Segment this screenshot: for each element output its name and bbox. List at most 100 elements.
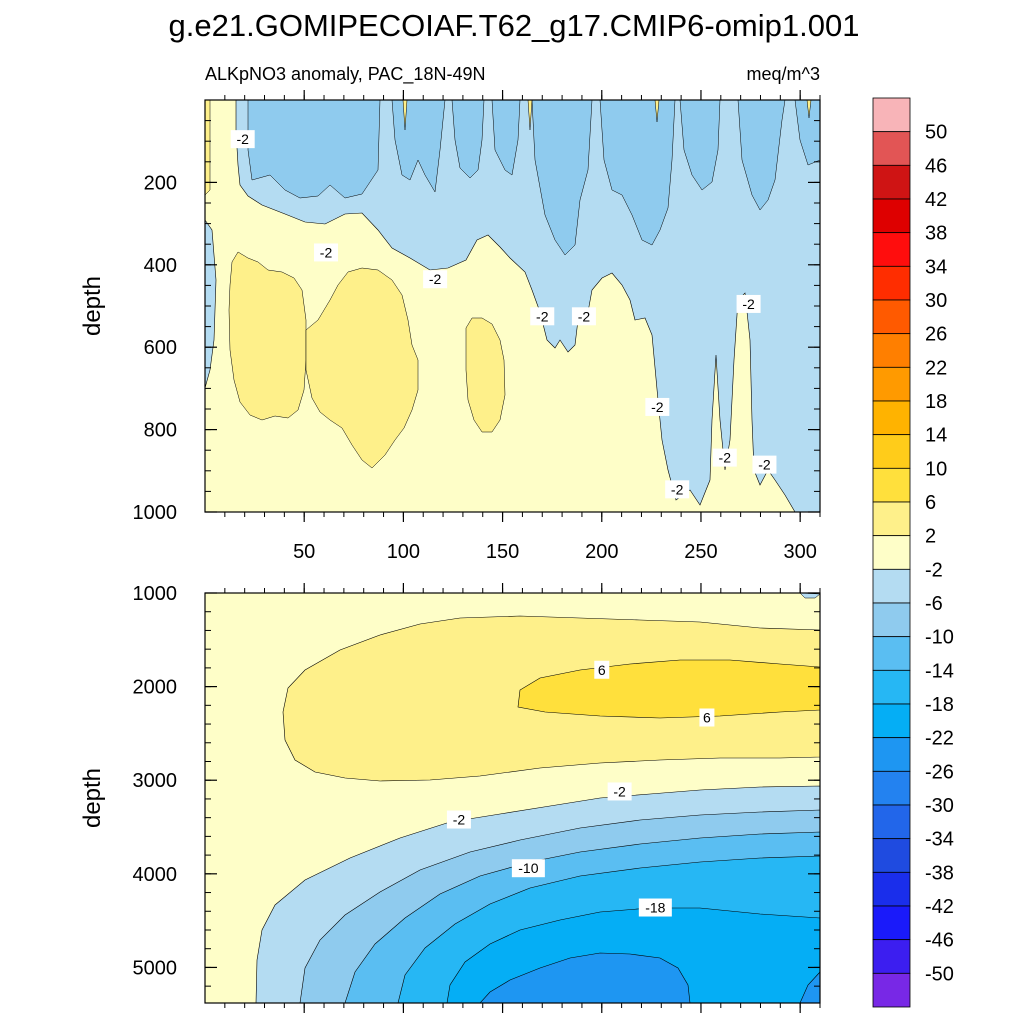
colorbar-label: 46 (925, 155, 947, 177)
colorbar-label: -22 (925, 728, 954, 750)
contour-label: -2 (423, 270, 448, 289)
top-contour-labels: -2 -2 -2 -2 -2 -2 -2 -2 -2 -2 (230, 130, 777, 499)
colorbar-label: 6 (925, 492, 936, 514)
contour-label-text: -2 (453, 812, 466, 828)
top-contour-fill (205, 100, 820, 512)
colorbar-label: 34 (925, 256, 947, 278)
x-tick-label: 200 (585, 541, 618, 563)
colorbar-swatch (872, 97, 911, 133)
bottom-region-pos6-pos10 (517, 659, 820, 719)
panel-subtitle-units: meq/m^3 (747, 64, 820, 84)
contour-label-bg (446, 810, 471, 829)
contour-label: -2 (607, 782, 632, 801)
top-region-yellow-strands (402, 100, 812, 131)
y-tick-label: 800 (144, 420, 177, 442)
colorbar-swatch (872, 804, 911, 840)
colorbar-label: 18 (925, 391, 947, 413)
contour-label-text: -2 (651, 399, 664, 415)
contour-label-text: -2 (758, 457, 771, 473)
colorbar-label: -42 (925, 896, 954, 918)
bottom-ylabel: depth (79, 768, 106, 828)
contour-label-bg (571, 307, 596, 326)
contour-label-text: -2 (429, 271, 442, 287)
colorbar-label: 22 (925, 357, 947, 379)
contour-label-bg (314, 243, 339, 262)
top-panel: -2 -2 -2 -2 -2 -2 -2 -2 -2 -2 200 400 600 800 1000 50 1… (79, 90, 821, 563)
colorbar-swatch (872, 232, 911, 267)
bottom-contour-labels: 6 6 -2 -2 -10 -18 (446, 660, 715, 917)
contour-label-text: -2 (719, 450, 732, 466)
colorbar-label: 10 (925, 458, 947, 480)
colorbar-label: -18 (925, 694, 954, 716)
colorbar-swatch (872, 669, 911, 705)
colorbar-swatch (872, 703, 911, 739)
colorbar-label: -38 (925, 862, 954, 884)
contour-label: -2 (314, 243, 339, 262)
colorbar-swatch (872, 333, 911, 368)
colorbar: 50 46 42 38 34 30 26 22 18 14 10 6 2 -2 -6 -10 -14 -18 -22… (872, 97, 954, 1008)
contour-label: -2 (736, 294, 761, 313)
colorbar-label: 14 (925, 425, 947, 447)
colorbar-swatch (872, 972, 911, 1008)
contour-label-bg (530, 307, 555, 326)
colorbar-swatch (872, 299, 911, 335)
colorbar-swatch (872, 636, 911, 671)
colorbar-swatch (872, 871, 911, 907)
contour-label-text: -2 (320, 244, 333, 260)
y-tick-label: 2000 (133, 677, 178, 699)
contour-label: -2 (712, 448, 737, 467)
colorbar-swatch (872, 838, 911, 873)
top-axes: 200 400 600 800 1000 50 100 150 200 250 300 (133, 90, 821, 563)
top-ylabel: depth (79, 276, 106, 336)
contour-label-text: -2 (613, 783, 626, 799)
contour-label: -2 (446, 810, 471, 829)
bottom-panel: 6 6 -2 -2 -10 -18 1000 2000 3000 4000 5000 depth (79, 583, 821, 1013)
colorbar-swatch (872, 939, 911, 974)
contour-label-bg (423, 270, 448, 289)
colorbar-label: -14 (925, 660, 954, 682)
contour-label: -2 (530, 307, 555, 326)
contour-label: -2 (752, 455, 777, 474)
colorbar-swatch (872, 198, 911, 234)
colorbar-label: 50 (925, 122, 947, 144)
contour-label-text: -2 (578, 308, 591, 324)
colorbar-label: -46 (925, 930, 954, 952)
contour-label: 6 (699, 708, 715, 727)
contour-label-bg (594, 660, 610, 679)
x-tick-label: 100 (387, 541, 420, 563)
contour-label-bg (712, 448, 737, 467)
panel-subtitle-left: ALKpNO3 anomaly, PAC_18N-49N (205, 64, 485, 85)
bottom-axes: 1000 2000 3000 4000 5000 (133, 583, 821, 1013)
y-tick-label: 200 (144, 172, 177, 194)
colorbar-swatch (872, 770, 911, 806)
y-tick-label: 1000 (133, 583, 178, 605)
colorbar-swatch (872, 467, 911, 503)
contour-label-bg (230, 130, 255, 149)
contour-label: -18 (638, 898, 672, 917)
bottom-contour-fill (205, 593, 820, 1003)
colorbar-label: -30 (925, 795, 954, 817)
colorbar-label: -2 (925, 559, 943, 581)
colorbar-label: -34 (925, 829, 954, 851)
top-region-pos2-pos6-c (465, 317, 506, 433)
colorbar-swatch (872, 164, 911, 200)
y-tick-label: 3000 (133, 770, 178, 792)
contour-label-text: -2 (671, 481, 684, 497)
colorbar-swatch (872, 400, 911, 436)
y-tick-label: 600 (144, 337, 177, 359)
contour-label-bg (752, 455, 777, 474)
x-tick-label: 50 (293, 541, 315, 563)
contour-label-bg (607, 782, 632, 801)
contour-label-text: 6 (703, 709, 711, 725)
colorbar-swatch (872, 366, 911, 402)
x-tick-label: 250 (684, 541, 717, 563)
colorbar-swatch (872, 501, 911, 537)
contour-label-bg (665, 480, 690, 499)
colorbar-label: -6 (925, 593, 943, 615)
top-region-pos2-pos6-b (305, 267, 419, 469)
colorbar-swatch (872, 568, 911, 604)
bottom-region-small-blue (799, 593, 820, 599)
y-tick-label: 400 (144, 255, 177, 277)
contour-label: -10 (511, 859, 545, 878)
